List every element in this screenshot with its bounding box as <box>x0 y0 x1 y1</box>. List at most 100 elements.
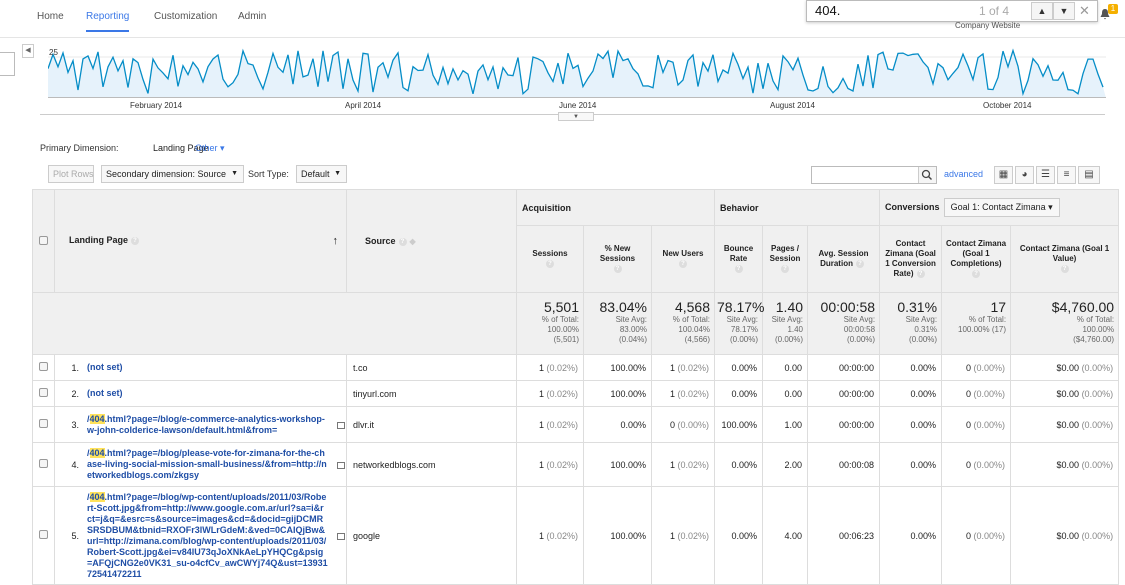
landing-page-cell: 4. /404.html?page=/blog/please-vote-for-z… <box>54 442 347 487</box>
comparison-view-icon[interactable]: ≡ <box>1057 166 1076 184</box>
source-cell: t.co <box>346 354 517 381</box>
external-link-icon[interactable] <box>337 421 345 429</box>
source-cell: networkedblogs.com <box>346 442 517 487</box>
goal-value-cell: $0.00 (0.00%) <box>1010 354 1120 381</box>
goal-value-cell: $0.00 (0.00%) <box>1010 406 1120 443</box>
landing-page-link[interactable]: /404.html?page=/blog/e-commerce-analytic… <box>87 413 325 435</box>
primary-dimension-landing-page[interactable]: Landing Page <box>153 143 209 153</box>
find-query[interactable]: 404. <box>815 3 841 18</box>
conversion-rate-cell: 0.00% <box>879 354 943 381</box>
primary-dimension-label: Primary Dimension: <box>40 143 119 153</box>
pages-session-cell: 1.00 <box>762 406 809 443</box>
pivot-view-icon[interactable]: ▤ <box>1078 166 1100 184</box>
metric-header[interactable]: Contact Zimana (Goal 1 Value)? <box>1010 225 1120 293</box>
advanced-filter-link[interactable]: advanced <box>944 169 984 179</box>
new-sessions-cell: 100.00% <box>583 354 652 381</box>
new-users-cell: 0 (0.00%) <box>650 406 716 443</box>
goal-value-cell: $0.00 (0.00%) <box>1010 380 1120 407</box>
chevron-down-icon[interactable]: ▼ <box>558 112 594 121</box>
pages-session-cell: 0.00 <box>762 354 809 381</box>
metric-header[interactable]: Bounce Rate? <box>714 225 764 293</box>
bounce-rate-cell: 0.00% <box>714 442 764 487</box>
nav-home[interactable]: Home <box>37 11 64 22</box>
sort-type-label: Sort Type: <box>248 169 289 179</box>
plot-rows-button[interactable]: Plot Rows <box>48 165 94 183</box>
close-icon[interactable]: ✕ <box>1079 3 1090 18</box>
primary-dimension: Primary Dimension: Landing Page Other ▾ <box>40 143 225 153</box>
x-tick-label: April 2014 <box>345 101 382 110</box>
bounce-rate-cell: 0.00% <box>714 354 764 381</box>
table-row: 5. /404.html?page=/blog/wp-content/upload… <box>32 486 1120 585</box>
pie-view-icon[interactable]: ◕ <box>1015 166 1034 184</box>
remove-icon: ◆ <box>409 237 416 246</box>
chevron-up-icon[interactable]: ▲ <box>1031 2 1053 20</box>
landing-page-link[interactable]: (not set) <box>87 388 123 398</box>
nav-reporting[interactable]: Reporting <box>86 11 130 32</box>
sort-type-select[interactable]: Default ▼ <box>296 165 347 183</box>
landing-page-link[interactable]: (not set) <box>87 362 123 372</box>
new-users-cell: 1 (0.02%) <box>650 380 716 407</box>
metric-header[interactable]: % New Sessions? <box>583 225 652 293</box>
external-link-icon[interactable] <box>337 461 345 469</box>
x-tick-label: June 2014 <box>559 101 597 110</box>
conversion-rate-cell: 0.00% <box>879 486 943 585</box>
table-search-input[interactable] <box>811 166 937 184</box>
chart-area <box>48 50 1106 98</box>
collapse-icon[interactable]: ◀ <box>22 44 34 58</box>
nav-customization[interactable]: Customization <box>154 11 218 22</box>
sort-arrow-icon: ↑ <box>332 235 339 247</box>
nav-admin[interactable]: Admin <box>238 11 267 22</box>
metric-header[interactable]: New Users? <box>650 225 716 293</box>
left-panel-edge <box>0 52 15 76</box>
row-select-cell <box>32 380 55 407</box>
help-icon: ? <box>546 259 554 268</box>
row-checkbox[interactable] <box>39 419 48 428</box>
help-icon: ? <box>734 264 743 273</box>
sessions-cell: 1 (0.02%) <box>516 486 584 585</box>
row-checkbox[interactable] <box>39 459 48 468</box>
completions-cell: 0 (0.00%) <box>941 380 1012 407</box>
row-checkbox[interactable] <box>39 530 48 539</box>
totals-spacer <box>32 292 55 355</box>
landing-page-link[interactable]: /404.html?page=/blog/wp-content/uploads/… <box>87 491 328 579</box>
behavior-group: Behavior <box>714 189 881 226</box>
new-sessions-cell: 0.00% <box>583 406 652 443</box>
external-link-icon[interactable] <box>337 532 345 540</box>
landing-page-cell: 3. /404.html?page=/blog/e-commerce-analyt… <box>54 406 347 443</box>
conversion-rate-cell: 0.00% <box>879 406 943 443</box>
totals-spacer <box>54 292 347 355</box>
help-icon: ? <box>613 264 622 273</box>
primary-dimension-other[interactable]: Other ▾ <box>195 143 225 153</box>
table-row: 2. (not set) tinyurl.com 1 (0.02%) 100.00% 1 … <box>32 380 1120 407</box>
new-sessions-cell: 100.00% <box>583 486 652 585</box>
source-header[interactable]: Source? ◆ <box>346 189 517 293</box>
row-checkbox[interactable] <box>39 388 48 397</box>
metric-header[interactable]: Pages / Session? <box>762 225 809 293</box>
search-icon[interactable] <box>918 167 936 183</box>
select-all-checkbox[interactable] <box>39 235 48 245</box>
row-checkbox[interactable] <box>39 362 48 371</box>
metric-header[interactable]: Contact Zimana (Goal 1 Conversion Rate)? <box>879 225 943 293</box>
bell-icon[interactable] <box>1099 8 1111 20</box>
sessions-cell: 1 (0.02%) <box>516 380 584 407</box>
secondary-dimension-select[interactable]: Secondary dimension: Source ▼ <box>101 165 244 183</box>
completions-cell: 0 (0.00%) <box>941 354 1012 381</box>
avg-duration-cell: 00:06:23 <box>807 486 881 585</box>
metric-header[interactable]: Contact Zimana (Goal 1 Completions)? <box>941 225 1012 293</box>
table-row: 1. (not set) t.co 1 (0.02%) 100.00% 1 (0.02%)… <box>32 354 1120 381</box>
new-sessions-cell: 100.00% <box>583 380 652 407</box>
sessions-cell: 1 (0.02%) <box>516 442 584 487</box>
total-cell: 83.04% Site Avg: 83.00% (0.04%) <box>583 292 652 355</box>
bounce-rate-cell: 100.00% <box>714 406 764 443</box>
table-view-icon[interactable]: ▦ <box>994 166 1013 184</box>
pages-session-cell: 2.00 <box>762 442 809 487</box>
landing-page-header[interactable]: Landing Page? ↑ <box>54 189 347 293</box>
landing-page-link[interactable]: /404.html?page=/blog/please-vote-for-zim… <box>87 448 327 480</box>
conversion-rate-cell: 0.00% <box>879 380 943 407</box>
metric-header[interactable]: Avg. Session Duration? <box>807 225 881 293</box>
goal-select[interactable]: Goal 1: Contact Zimana ▾ <box>943 198 1060 217</box>
metric-header[interactable]: Sessions? <box>516 225 584 293</box>
performance-view-icon[interactable]: ☰ <box>1036 166 1055 184</box>
new-sessions-cell: 100.00% <box>583 442 652 487</box>
chevron-down-icon[interactable]: ▼ <box>1053 2 1075 20</box>
